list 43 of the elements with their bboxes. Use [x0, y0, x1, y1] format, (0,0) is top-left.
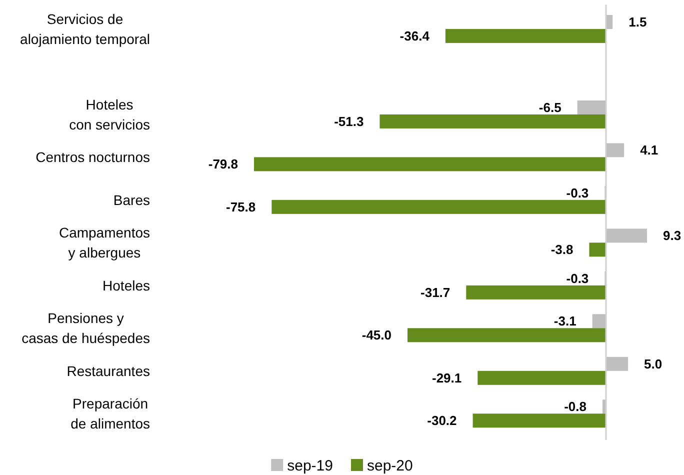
data-label: -0.3 — [566, 185, 589, 200]
bar — [478, 370, 606, 385]
data-label: 5.0 — [644, 356, 662, 372]
bar — [445, 28, 606, 43]
bar — [272, 200, 606, 214]
bar — [380, 114, 606, 128]
y-tick-label: Preparación de alimentos — [70, 396, 150, 432]
y-tick-label: Restaurantes — [66, 362, 150, 379]
data-label: -31.7 — [420, 284, 450, 300]
bar — [577, 100, 606, 114]
bar — [606, 143, 624, 158]
y-tick-label: Centros nocturnos — [36, 149, 150, 166]
data-label: -30.2 — [427, 413, 457, 428]
data-label: -45.0 — [362, 328, 392, 343]
data-label: -51.3 — [334, 114, 364, 129]
bar — [472, 414, 606, 428]
bar — [606, 228, 648, 243]
y-tick-label: Hoteles — [102, 277, 150, 294]
data-label: -29.1 — [432, 370, 462, 386]
data-label: -0.8 — [564, 399, 586, 414]
y-tick-label: Campamentos y albergues — [58, 224, 150, 261]
bar — [606, 356, 628, 371]
y-tick-label: Pensiones y casas de huéspedes — [22, 310, 150, 346]
y-tick-label: Hoteles con servicios — [69, 96, 150, 132]
legend-label: sep-20 — [367, 457, 413, 474]
bar — [254, 157, 606, 172]
data-label: -75.8 — [226, 199, 256, 214]
data-label: -79.8 — [208, 156, 238, 172]
bar — [466, 285, 606, 300]
y-tick-label: Servicios de alojamiento temporal — [20, 10, 150, 47]
data-label: 9.3 — [663, 228, 682, 244]
data-label: 1.5 — [628, 14, 647, 30]
bar — [589, 242, 606, 257]
data-label: -3.1 — [554, 314, 576, 329]
bar — [592, 314, 606, 328]
data-label: -3.8 — [550, 242, 574, 258]
y-tick-label: Bares — [113, 192, 150, 208]
data-label: -0.3 — [566, 270, 589, 286]
legend-label: sep-19 — [287, 457, 333, 474]
data-label: 4.1 — [640, 142, 658, 158]
data-label: -36.4 — [400, 28, 430, 44]
data-label: -6.5 — [538, 100, 562, 115]
bar — [408, 328, 606, 342]
